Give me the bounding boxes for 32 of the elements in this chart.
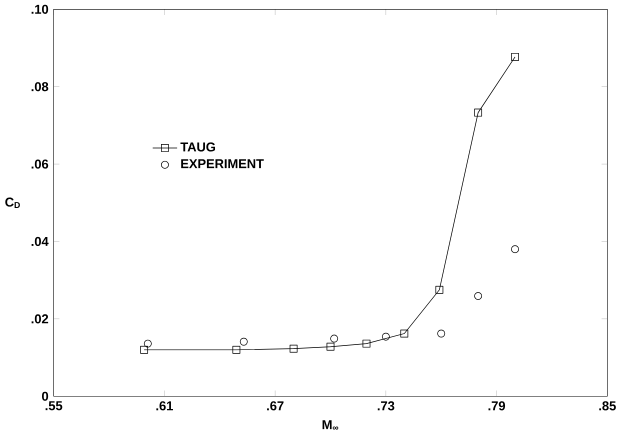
point bbox=[474, 108, 482, 116]
point bbox=[144, 340, 152, 348]
x-axis-title: M$_{∞}$ bbox=[322, 420, 338, 430]
point bbox=[232, 346, 240, 354]
x-tick-label: .79 bbox=[488, 401, 506, 410]
x-tick-label: .61 bbox=[156, 401, 173, 410]
x-tick-label: .85 bbox=[599, 401, 616, 410]
y-tick-label: .04 bbox=[32, 236, 49, 246]
y-tick-label: .06 bbox=[32, 159, 48, 169]
point bbox=[240, 338, 248, 346]
point bbox=[382, 332, 390, 340]
point bbox=[326, 342, 334, 351]
y-tick-label: .10 bbox=[32, 4, 48, 14]
point bbox=[437, 330, 446, 338]
legend-label: EXPERIMENT bbox=[181, 159, 264, 168]
y-tick-label: 0 bbox=[42, 392, 48, 401]
x-tick-label: .67 bbox=[267, 401, 284, 410]
point bbox=[511, 52, 519, 61]
point bbox=[400, 330, 408, 338]
point bbox=[435, 286, 444, 294]
point bbox=[511, 245, 519, 254]
y-axis-title: C$_{D}$ bbox=[5, 197, 20, 208]
point bbox=[362, 340, 370, 348]
x-tick-label: .55 bbox=[46, 401, 62, 410]
point bbox=[290, 344, 298, 352]
y-tick-label: .02 bbox=[32, 314, 48, 324]
x-tick-label: .73 bbox=[378, 401, 394, 410]
point bbox=[330, 334, 338, 342]
legend-label: TAUG bbox=[180, 142, 216, 152]
y-tick-label: .08 bbox=[32, 82, 48, 92]
point bbox=[140, 346, 148, 354]
point bbox=[474, 292, 482, 300]
